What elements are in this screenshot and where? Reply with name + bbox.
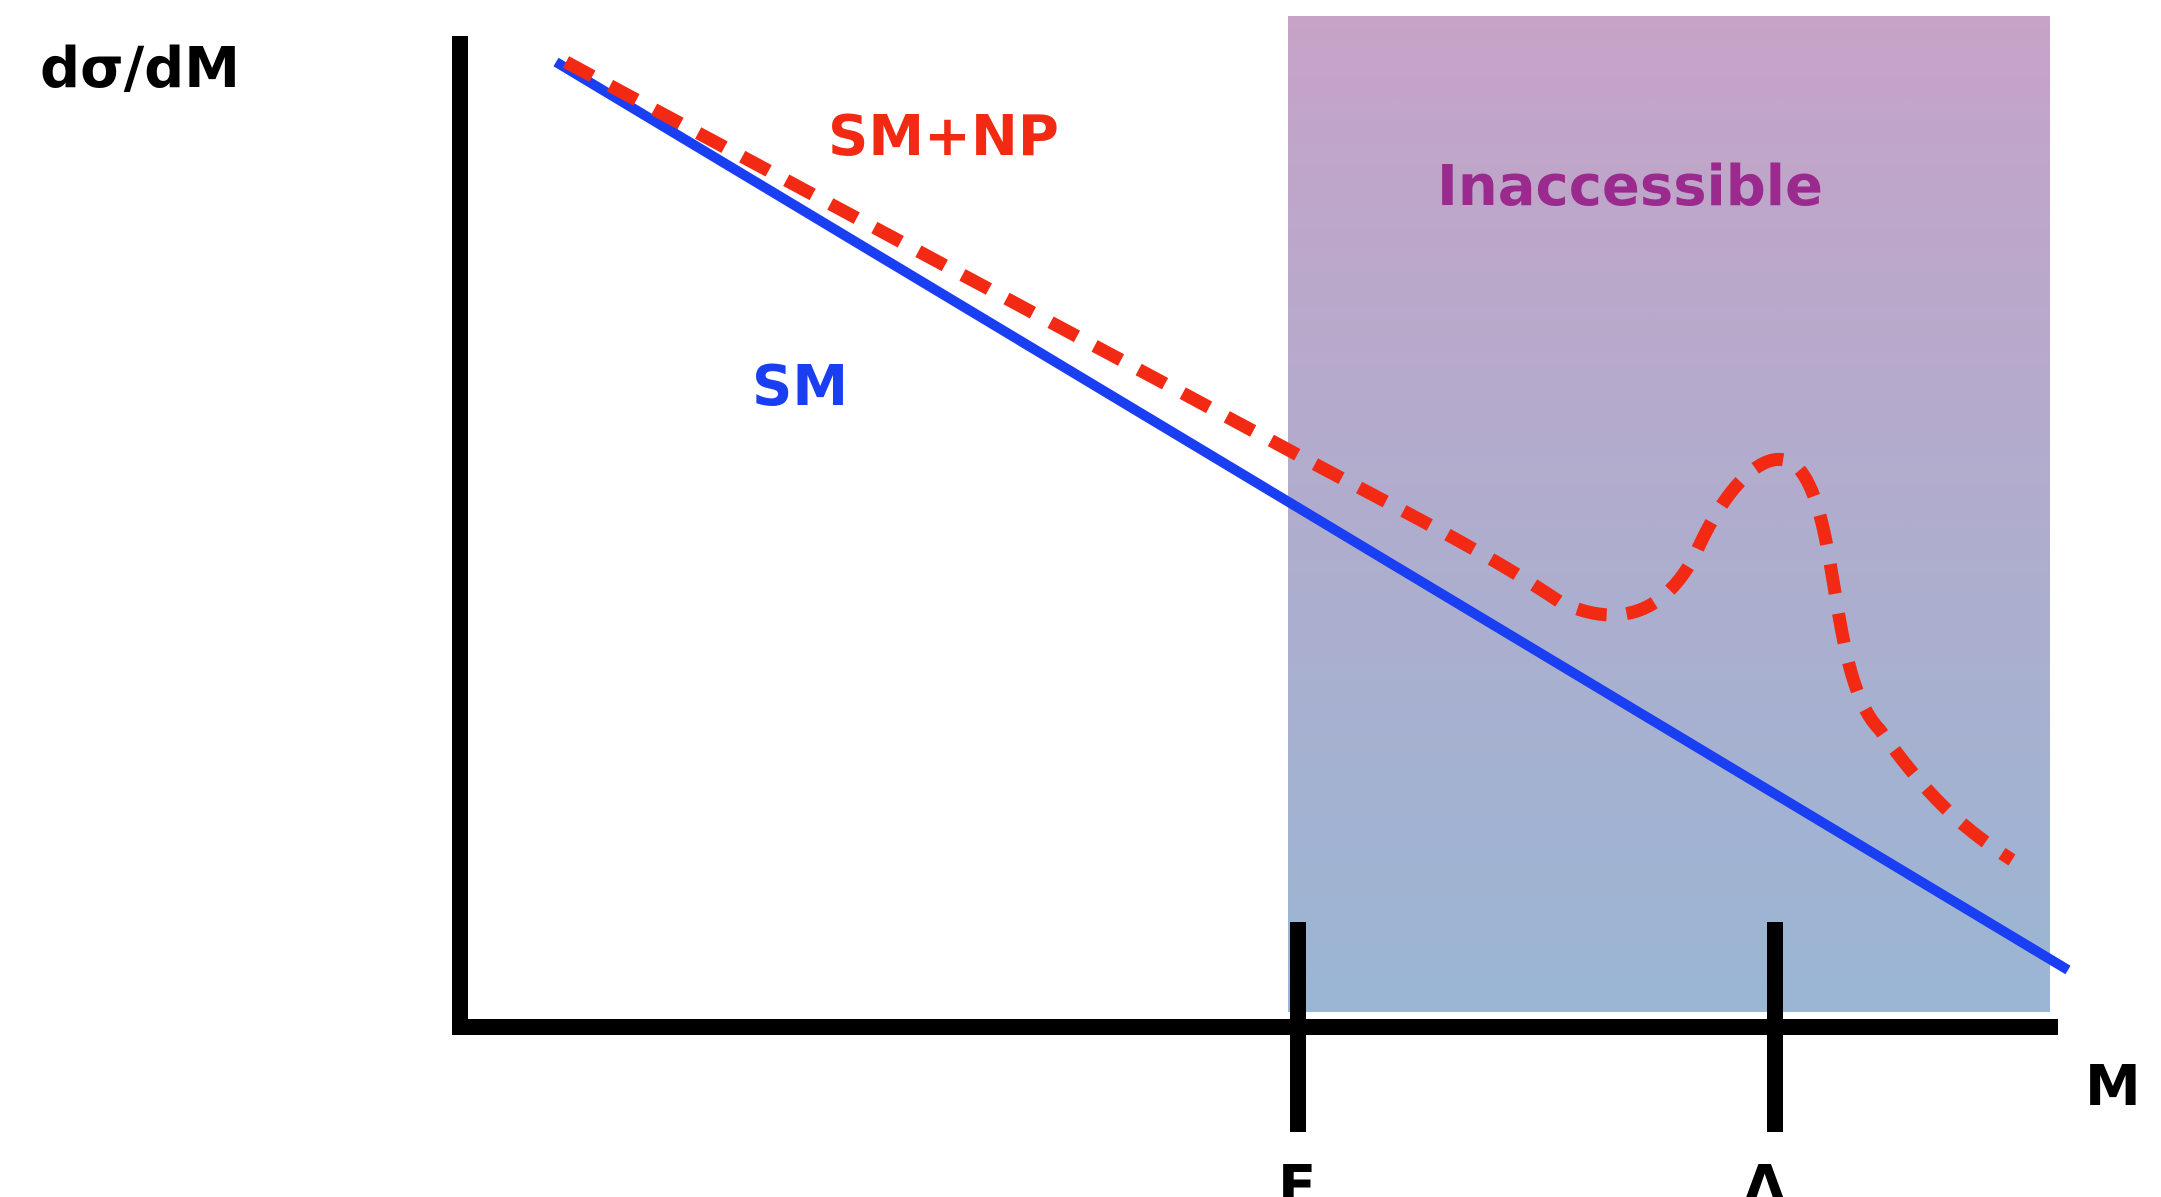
sm-np-curve [562, 56, 2016, 866]
lambda-tick-label: Λ [1743, 1154, 1787, 1197]
sm-curve [553, 57, 2071, 975]
y-axis-label: dσ/dM [40, 36, 240, 101]
x-axis-label: M [2085, 1054, 2141, 1119]
sm-np-label: SM+NP [828, 104, 1059, 169]
inaccessible-label: Inaccessible [1437, 154, 1823, 219]
sm-label: SM [752, 354, 848, 419]
e-tick-label: E [1278, 1154, 1316, 1197]
